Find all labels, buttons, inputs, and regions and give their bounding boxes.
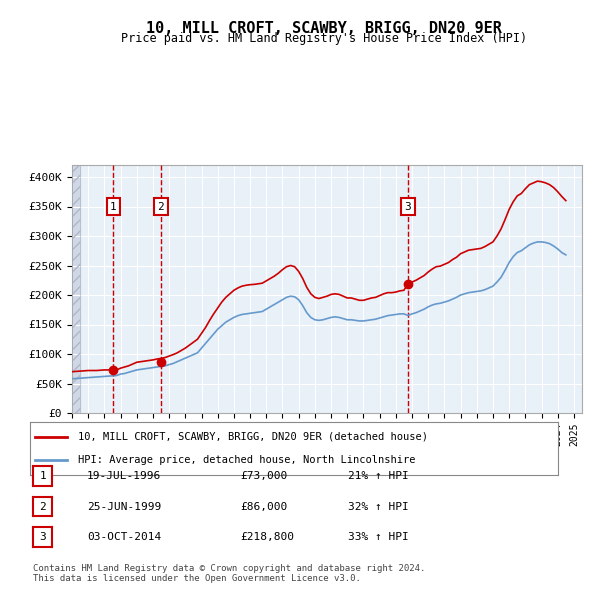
Text: 33% ↑ HPI: 33% ↑ HPI [348, 533, 409, 542]
Text: 21% ↑ HPI: 21% ↑ HPI [348, 471, 409, 481]
Text: 03-OCT-2014: 03-OCT-2014 [87, 533, 161, 542]
Bar [72, 165, 80, 413]
Text: 1: 1 [39, 471, 46, 481]
Text: Contains HM Land Registry data © Crown copyright and database right 2024.
This d: Contains HM Land Registry data © Crown c… [33, 563, 425, 583]
Text: 3: 3 [404, 202, 412, 211]
Text: 2: 2 [158, 202, 164, 211]
Text: 19-JUL-1996: 19-JUL-1996 [87, 471, 161, 481]
Text: Price paid vs. HM Land Registry's House Price Index (HPI): Price paid vs. HM Land Registry's House … [121, 32, 527, 45]
Text: 25-JUN-1999: 25-JUN-1999 [87, 502, 161, 512]
Text: 3: 3 [39, 532, 46, 542]
Text: £218,800: £218,800 [240, 533, 294, 542]
Text: £73,000: £73,000 [240, 471, 287, 481]
Text: 10, MILL CROFT, SCAWBY, BRIGG, DN20 9ER (detached house): 10, MILL CROFT, SCAWBY, BRIGG, DN20 9ER … [77, 432, 428, 442]
Text: 2: 2 [39, 502, 46, 512]
Text: 32% ↑ HPI: 32% ↑ HPI [348, 502, 409, 512]
Text: £86,000: £86,000 [240, 502, 287, 512]
Text: HPI: Average price, detached house, North Lincolnshire: HPI: Average price, detached house, Nort… [77, 455, 415, 465]
Bar [72, 165, 80, 413]
Text: 1: 1 [110, 202, 116, 211]
Text: 10, MILL CROFT, SCAWBY, BRIGG, DN20 9ER: 10, MILL CROFT, SCAWBY, BRIGG, DN20 9ER [146, 21, 502, 35]
